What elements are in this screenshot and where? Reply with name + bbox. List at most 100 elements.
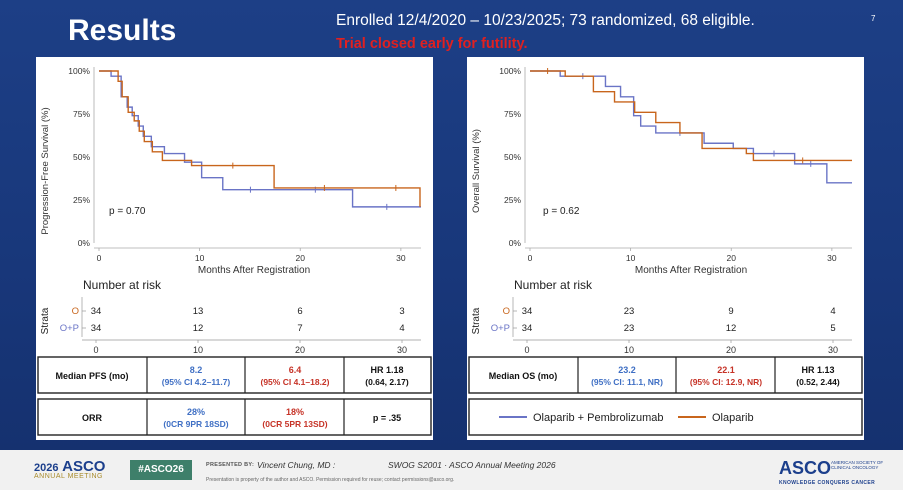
orr-olaparib: 18%	[286, 407, 304, 417]
pfs-median-label: Median PFS (mo)	[55, 371, 128, 381]
os-y-tick-label: 25%	[504, 195, 521, 205]
pfs-x-tick-label: 30	[396, 253, 406, 263]
os-x-tick-label: 0	[528, 253, 533, 263]
os-series-combo	[530, 70, 852, 184]
presented-by-label: PRESENTED BY:	[206, 462, 255, 468]
os-x-label: Months After Registration	[635, 265, 747, 276]
orr-label: ORR	[82, 413, 103, 423]
os-x-tick-label: 10	[626, 253, 636, 263]
slide-number: 7	[871, 14, 876, 23]
pfs-strata-label: Strata	[40, 307, 51, 334]
os-risk-value: 34	[522, 323, 533, 334]
asco-logo-right-tiny: AMERICAN SOCIETY OF CLINICAL ONCOLOGY	[831, 460, 884, 470]
pfs-y-tick-label: 100%	[68, 66, 90, 76]
pfs-risk-value: 3	[399, 306, 404, 317]
pfs-risk-value: 4	[399, 323, 404, 334]
pfs-risk-value: 7	[297, 323, 302, 334]
pfs-hr: HR 1.18	[370, 365, 403, 375]
os-panel: 0% 25% 50% 75% 100% 0 10 20 30 Overall Survival …	[467, 57, 864, 440]
os-summary-table: Median OS (mo) 23.2 (95% CI: 11.1, NR) 2…	[468, 356, 863, 394]
enrollment-text: Enrolled 12/4/2020 – 10/23/2025; 73 rand…	[336, 12, 755, 29]
os-plot-area: 0% 25% 50% 75% 100% 0 10 20 30	[499, 66, 852, 263]
os-y-tick-label: 100%	[499, 66, 521, 76]
pfs-chart: 0%25%50%75%100%0 10 20 30 Progression-Free …	[37, 66, 432, 436]
pfs-risk-value: 6	[297, 306, 302, 317]
pfs-hr-ci: (0.64, 2.17)	[365, 377, 409, 387]
pfs-panel: 0% 25% 50% 75% 100% 0 10 20 30 Progression-Free …	[36, 57, 433, 440]
os-risk-value: 9	[728, 306, 733, 317]
os-risk-value: 5	[830, 323, 835, 334]
os-hr-ci: (0.52, 2.44)	[796, 377, 840, 387]
pfs-series-combo	[99, 70, 421, 208]
orr-table: ORR 28% (0CR 9PR 18SD) 18% (0CR 5PR 13SD…	[37, 398, 432, 436]
pfs-y-tick-label: 0%	[78, 238, 91, 248]
pfs-risk-x-tick-label: 10	[193, 345, 203, 355]
pfs-risk-value: 34	[91, 306, 102, 317]
logo-sub: ANNUAL MEETING	[34, 473, 103, 480]
asco-logo-right: ASCO AMERICAN SOCIETY OF CLINICAL ONCOLO…	[779, 458, 883, 486]
pfs-y-tick-label: 25%	[73, 195, 90, 205]
pfs-risk-title: Number at risk	[83, 278, 162, 292]
asco-logo-right-text: ASCO	[779, 458, 832, 478]
pfs-x-label: Months After Registration	[198, 265, 310, 276]
orr-olaparib-detail: (0CR 5PR 13SD)	[262, 419, 327, 429]
os-risk-row-label-op: O+P	[491, 323, 510, 334]
os-risk-value: 12	[726, 323, 737, 334]
os-hr: HR 1.13	[801, 365, 834, 375]
os-median-label: Median OS (mo)	[489, 371, 558, 381]
orr-combo: 28%	[187, 407, 205, 417]
os-risk-value: 23	[624, 306, 635, 317]
pfs-risk-value: 12	[193, 323, 204, 334]
os-risk-x-tick-label: 0	[524, 345, 529, 355]
os-p-value: p = 0.62	[543, 206, 580, 217]
logo-text: ASCO	[62, 458, 106, 475]
pfs-y-tick-label: 75%	[73, 109, 90, 119]
tagline: KNOWLEDGE CONQUERS CANCER	[779, 480, 876, 486]
logo-year: 2026	[34, 462, 59, 474]
pfs-y-label: Progression-Free Survival (%)	[40, 107, 51, 234]
pfs-plot-area: 0% 25% 50% 75% 100% 0 10 20 30	[68, 66, 421, 263]
orr-p-value: p = .35	[373, 413, 401, 423]
presenter-name: Vincent Chung, MD :	[257, 460, 336, 470]
pfs-risk-x-tick-label: 0	[93, 345, 98, 355]
os-series-olaparib	[530, 70, 852, 162]
os-y-tick-label: 0%	[509, 238, 522, 248]
os-x-tick-label: 30	[827, 253, 837, 263]
os-median-combo: 23.2	[618, 365, 636, 375]
pfs-risk-value: 13	[193, 306, 204, 317]
os-risk-value: 23	[624, 323, 635, 334]
os-risk-x-tick-label: 30	[828, 345, 838, 355]
os-median-olaparib-ci: (95% CI: 12.9, NR)	[690, 377, 762, 387]
slide: Results Enrolled 12/4/2020 – 10/23/2025;…	[0, 0, 903, 450]
os-risk-value: 4	[830, 306, 835, 317]
legend: Olaparib + Pembrolizumab Olaparib	[468, 398, 863, 436]
asco-annual-meeting-logo: 2026 ASCO ANNUAL MEETING	[34, 458, 105, 480]
pfs-risk-ticks: 0 10 20 30	[93, 340, 407, 355]
meeting-text: SWOG S2001 · ASCO Annual Meeting 2026	[388, 460, 556, 470]
pfs-risk-row-label-o: O	[72, 306, 79, 317]
pfs-y-tick-label: 50%	[73, 152, 90, 162]
pfs-risk-x-tick-label: 30	[397, 345, 407, 355]
legend-olaparib-label: Olaparib	[712, 412, 754, 424]
pfs-median-olaparib: 6.4	[289, 365, 302, 375]
pfs-risk-x-tick-label: 20	[295, 345, 305, 355]
os-risk-x-tick-label: 10	[624, 345, 634, 355]
pfs-risk-values: 34 13 6 3 34 12 7 4	[82, 306, 405, 334]
os-y-tick-label: 50%	[504, 152, 521, 162]
os-median-olaparib: 22.1	[717, 365, 735, 375]
footer: 2026 ASCO ANNUAL MEETING #ASCO26 PRESENT…	[0, 450, 903, 490]
pfs-median-olaparib-ci: (95% CI 4.1–18.2)	[261, 377, 330, 387]
pfs-x-tick-label: 10	[195, 253, 205, 263]
os-x-tick-label: 20	[727, 253, 737, 263]
os-y-tick-label: 75%	[504, 109, 521, 119]
pfs-p-value: p = 0.70	[109, 206, 146, 217]
pfs-series-olaparib	[99, 70, 421, 207]
os-risk-title: Number at risk	[514, 278, 593, 292]
pfs-x-tick-label: 0	[97, 253, 102, 263]
os-strata-label: Strata	[471, 307, 482, 334]
pfs-x-tick-label: 20	[296, 253, 306, 263]
pfs-median-combo-ci: (95% CI 4.2–11.7)	[162, 377, 231, 387]
os-risk-ticks: 0 10 20 30	[524, 340, 838, 355]
hashtag-badge: #ASCO26	[130, 460, 192, 480]
os-risk-row-label-o: O	[503, 306, 510, 317]
